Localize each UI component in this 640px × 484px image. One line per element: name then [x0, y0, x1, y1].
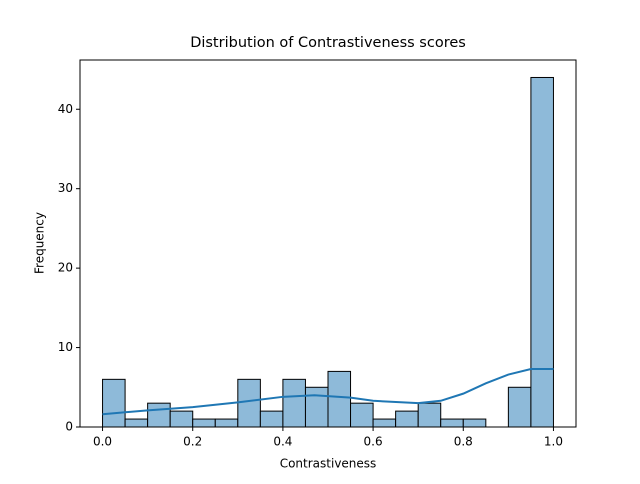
bar: [192, 418, 216, 428]
bar: [124, 418, 149, 428]
y-tick-label: 20: [58, 261, 73, 275]
bar: [327, 370, 352, 428]
bar: [214, 418, 239, 428]
x-tick-label: 0.0: [93, 435, 112, 449]
bar: [417, 402, 442, 428]
bar: [282, 378, 306, 428]
plot-frame: [79, 59, 577, 428]
bar: [440, 418, 464, 428]
bar: [507, 386, 532, 428]
kde-line: [102, 368, 554, 416]
y-tick-label: 10: [58, 340, 73, 354]
bar: [237, 378, 261, 428]
x-tick-label: 0.8: [454, 435, 473, 449]
x-tick-label: 0.4: [273, 435, 292, 449]
bar: [395, 410, 419, 428]
bar: [169, 410, 194, 428]
bar: [372, 418, 397, 428]
x-tick-label: 0.6: [364, 435, 383, 449]
bar: [147, 402, 171, 428]
y-tick-label: 40: [58, 102, 73, 116]
x-tick-label: 1.0: [544, 435, 563, 449]
y-tick-label: 0: [65, 420, 73, 434]
bar: [304, 386, 329, 428]
bar: [350, 402, 374, 428]
bar: [259, 410, 284, 428]
bar: [462, 418, 487, 428]
bar: [102, 378, 126, 428]
y-tick-label: 30: [58, 181, 73, 195]
x-axis-label: Contrastiveness: [280, 457, 377, 471]
chart-title: Distribution of Contrastiveness scores: [190, 35, 466, 51]
y-axis-label: Frequency: [33, 212, 47, 274]
x-tick-label: 0.2: [183, 435, 202, 449]
bar: [530, 76, 554, 428]
